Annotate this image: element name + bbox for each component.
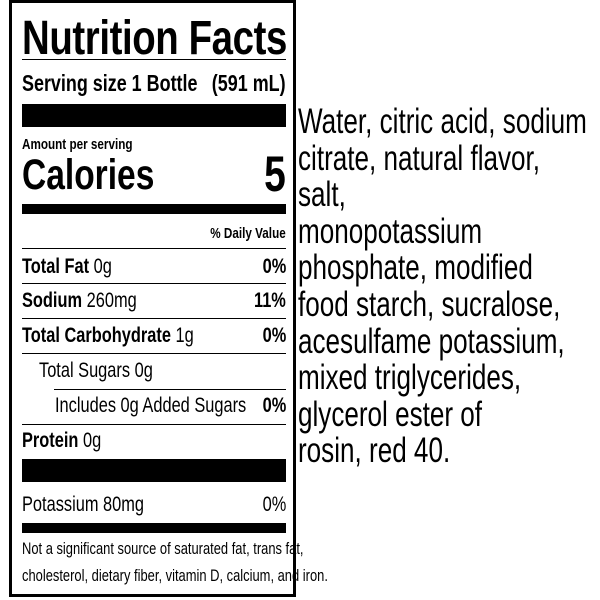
- footnote-line-2: cholesterol, dietary fiber, vitamin D, c…: [22, 566, 328, 592]
- serving-size-row: Serving size 1 Bottle (591 mL): [22, 70, 286, 96]
- divider: [22, 283, 286, 284]
- calories-value: 5: [264, 146, 286, 202]
- nutrient-row-protein: Protein 0g: [22, 429, 286, 455]
- nutrition-facts-label: Nutrition Facts Serving size 1 Bottle (5…: [9, 0, 328, 597]
- divider: [54, 389, 286, 390]
- nutrient-row-sodium: Sodium 260mg 11%: [22, 289, 286, 315]
- divider: [22, 318, 286, 319]
- nutrient-name: Protein: [22, 429, 79, 452]
- nutrient-name: Total Carbohydrate: [22, 324, 171, 347]
- divider: [22, 424, 286, 425]
- calories-row: Calories 5: [22, 146, 286, 202]
- nutrient-name: Sodium: [22, 289, 83, 312]
- nutrient-dv: 0%: [262, 324, 286, 347]
- label-title: Nutrition Facts: [22, 12, 287, 65]
- serving-size: Serving size 1 Bottle: [22, 70, 197, 97]
- ingredients-line: rosin, red 40.: [298, 431, 451, 471]
- footnote-text: Not a significant source of saturated fa…: [22, 539, 304, 558]
- nutrient-amount: 1g: [175, 324, 194, 347]
- divider: [22, 248, 286, 249]
- thick-divider: [22, 104, 286, 127]
- thick-divider: [22, 523, 286, 533]
- nutrient-dv: 0%: [262, 255, 286, 278]
- nutrient-row-total-fat: Total Fat 0g 0%: [22, 255, 286, 281]
- daily-value-header-row: % Daily Value: [22, 225, 286, 251]
- nutrient-dv: 0%: [262, 394, 286, 417]
- nutrient-name: Total Fat: [22, 255, 90, 278]
- nutrient-name: Potassium 80mg: [22, 493, 144, 516]
- calories-label: Calories: [22, 151, 155, 199]
- thick-divider: [22, 204, 286, 214]
- ingredients-list: Water, citric acid, sodium citrate, natu…: [298, 102, 589, 471]
- nutrient-name: Total Sugars 0g: [39, 359, 153, 382]
- amount-per-serving: Amount per serving: [22, 136, 133, 153]
- ingredients-line: citrate, natural flavor, salt,: [298, 138, 541, 215]
- ingredients-line: acesulfame potassium,: [298, 321, 565, 361]
- ingredients-line: Water, citric acid, sodium: [298, 102, 587, 141]
- footnote-line-1: Not a significant source of saturated fa…: [22, 539, 304, 565]
- serving-size-volume: (591 mL): [212, 70, 286, 96]
- footnote-text: cholesterol, dietary fiber, vitamin D, c…: [22, 566, 328, 585]
- serving-size-value: 1 Bottle: [131, 70, 198, 96]
- serving-size-label: Serving size: [22, 70, 127, 96]
- ingredients-line: glycerol ester of: [298, 394, 483, 434]
- label-title-row: Nutrition Facts: [22, 11, 287, 65]
- nutrient-amount: 260mg: [86, 289, 137, 312]
- nutrient-name: Includes 0g Added Sugars: [55, 394, 247, 417]
- amount-per-serving-row: Amount per serving: [22, 136, 286, 162]
- nutrient-amount: 0g: [82, 429, 102, 452]
- nutrient-amount: 0g: [93, 255, 112, 278]
- divider: [22, 353, 286, 354]
- ingredients-line: food starch, sucralose,: [298, 284, 561, 324]
- nutrient-row-potassium: Potassium 80mg 0%: [22, 493, 286, 519]
- thick-divider: [22, 459, 286, 482]
- ingredients-line: monopotassium: [298, 211, 483, 251]
- nutrient-row-added-sugars: Includes 0g Added Sugars 0%: [22, 394, 286, 420]
- nutrient-dv: 0%: [262, 493, 286, 516]
- daily-value-header: % Daily Value: [210, 225, 286, 242]
- nutrient-row-total-carbohydrate: Total Carbohydrate 1g 0%: [22, 324, 286, 350]
- ingredients-line: phosphate, modified: [298, 248, 533, 288]
- nutrient-row-total-sugars: Total Sugars 0g: [22, 359, 286, 385]
- divider: [22, 59, 286, 60]
- nutrient-dv: 11%: [254, 289, 286, 312]
- ingredients-line: mixed triglycerides,: [298, 358, 522, 398]
